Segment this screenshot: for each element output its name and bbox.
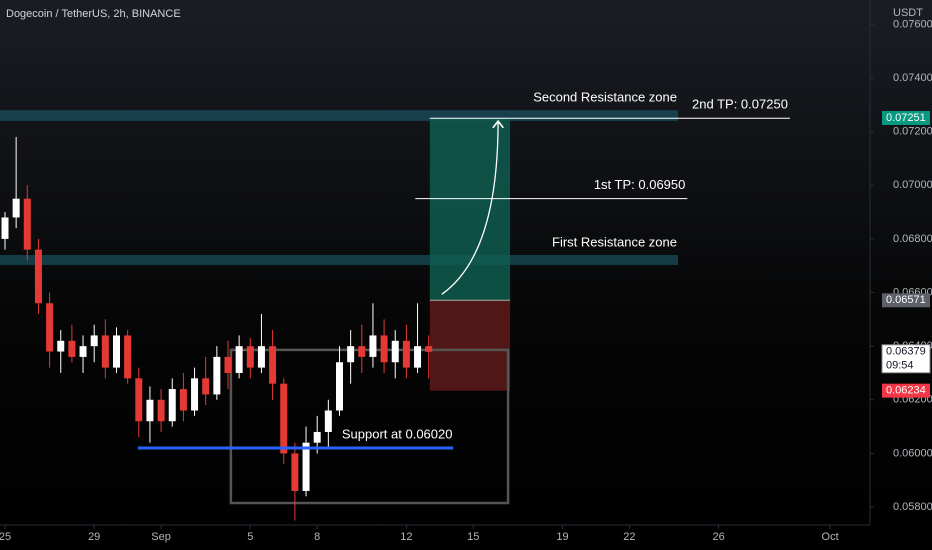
zone-label: First Resistance zone (552, 234, 677, 249)
x-tick-label: Sep (151, 531, 171, 543)
y-tick-label: 0.06000 (893, 447, 932, 459)
candle-body (112, 335, 120, 368)
y-tick-label: 0.07600 (893, 18, 932, 30)
candle-body (146, 399, 154, 422)
x-tick-label: 19 (556, 531, 568, 543)
y-tick-label: 0.05800 (893, 501, 932, 513)
candle-body (12, 198, 20, 218)
candle-body (257, 346, 265, 368)
y-tick-label: 0.07000 (893, 179, 932, 191)
price-marker-label: 0.07251 (886, 112, 926, 124)
level-label: 2nd TP: 0.07250 (692, 97, 788, 112)
x-tick-label: 25 (0, 531, 11, 543)
last-price-marker (881, 344, 931, 374)
resistance-zone (0, 254, 678, 265)
projection-arrow (441, 119, 504, 295)
candle-body (124, 335, 132, 379)
currency: USDT (893, 7, 923, 19)
last-price-label: 0.06379 (886, 346, 926, 358)
x-tick-label: 22 (623, 531, 635, 543)
x-tick-label: 12 (400, 531, 412, 543)
candle-body (101, 335, 109, 368)
candle-body (313, 431, 321, 443)
price-marker-label: 0.06571 (886, 294, 926, 306)
x-tick-label: 5 (247, 531, 253, 543)
candle-body (324, 410, 332, 432)
x-tick-label: 26 (712, 531, 724, 543)
candle-body (1, 217, 9, 239)
candle-body (291, 453, 299, 491)
candle-body (23, 198, 31, 250)
candle-body (191, 378, 199, 411)
candle-body (402, 340, 410, 368)
price-marker (882, 110, 930, 125)
target-area (429, 118, 511, 301)
candle-body (168, 389, 176, 422)
candle-body (34, 249, 42, 304)
stop-area (429, 300, 511, 391)
candle-body (46, 303, 54, 352)
chart-title: Dogecoin / TetherUS, 2h, BINANCE (6, 8, 181, 20)
candle-body (179, 389, 187, 411)
y-tick-label: 0.07200 (893, 126, 932, 138)
candle-body (347, 346, 355, 363)
x-tick-label: 15 (467, 531, 479, 543)
candle-body (391, 340, 399, 363)
candle-body (302, 442, 310, 491)
candle-body (369, 335, 377, 357)
candle-body (269, 346, 277, 384)
candle-body (79, 346, 87, 357)
candle-body (135, 378, 143, 422)
candle-body (358, 346, 366, 357)
x-tick-label: 8 (314, 531, 320, 543)
countdown-label: 09:54 (886, 360, 914, 372)
price-marker-label: 0.06234 (886, 385, 926, 397)
candle-body (68, 340, 76, 357)
price-marker (882, 293, 930, 308)
resistance-zone (0, 110, 678, 121)
candle-body (335, 362, 343, 411)
level-label: Support at 0.06020 (342, 426, 453, 441)
x-tick-label: Oct (822, 531, 839, 543)
candle-body (90, 335, 98, 347)
candle-body (57, 340, 65, 352)
price-marker (882, 383, 930, 398)
candle-body (246, 346, 254, 368)
zone-label: Second Resistance zone (533, 90, 677, 105)
candle-body (202, 378, 210, 395)
x-tick-label: 29 (88, 531, 100, 543)
y-tick-label: 0.07400 (893, 72, 932, 84)
candle-body (224, 356, 232, 373)
candle-body (213, 356, 221, 395)
candle-body (280, 383, 288, 454)
candle-body (414, 346, 422, 368)
candle-body (380, 335, 388, 363)
candle-body (157, 399, 165, 422)
y-tick-label: 0.06800 (893, 233, 932, 245)
level-label: 1st TP: 0.06950 (594, 177, 686, 192)
candle-body (425, 346, 433, 352)
candle-body (235, 346, 243, 373)
